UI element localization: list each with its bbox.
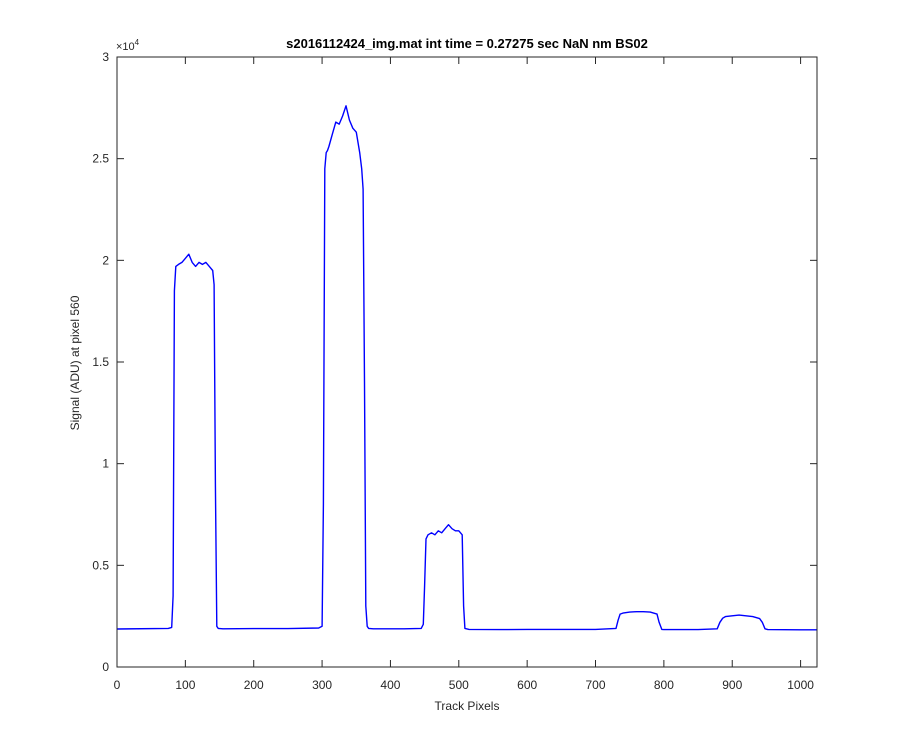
x-tick-label: 700 (586, 678, 606, 692)
x-tick-label: 1000 (787, 678, 814, 692)
y-axis-label: Signal (ADU) at pixel 560 (68, 295, 82, 430)
y-axis-exponent-power: 4 (135, 38, 140, 47)
chart-title: s2016112424_img.mat int time = 0.27275 s… (286, 36, 648, 51)
x-tick-label: 0 (114, 678, 121, 692)
series-layer (116, 105, 817, 631)
plot-area (117, 57, 817, 667)
x-tick-label: 800 (654, 678, 674, 692)
y-tick-label: 0.5 (92, 558, 109, 572)
x-axis-label: Track Pixels (435, 699, 500, 713)
y-tick-label: 3 (102, 50, 109, 64)
x-tick-label: 900 (722, 678, 742, 692)
x-tick-label: 400 (380, 678, 400, 692)
x-tick-label: 600 (517, 678, 537, 692)
y-tick-label: 1.5 (92, 355, 109, 369)
y-tick-label: 2 (102, 253, 109, 267)
axes-box (116, 56, 818, 668)
x-tick-label: 500 (449, 678, 469, 692)
y-tick-label: 0 (102, 660, 109, 674)
y-tick-label: 1 (102, 457, 109, 471)
x-tick-label: 200 (244, 678, 264, 692)
x-tick-label: 300 (312, 678, 332, 692)
tick-labels-layer: 0 100 200 300 400 500 600 700 800 900 1000 0 0.5 1 1.5… (92, 50, 814, 692)
y-axis-exponent-base: ×10 (116, 41, 135, 53)
y-axis-exponent: ×104 (116, 38, 140, 53)
x-tick-label: 100 (175, 678, 195, 692)
signal-series-line (116, 105, 817, 631)
y-tick-label: 2.5 (92, 152, 109, 166)
